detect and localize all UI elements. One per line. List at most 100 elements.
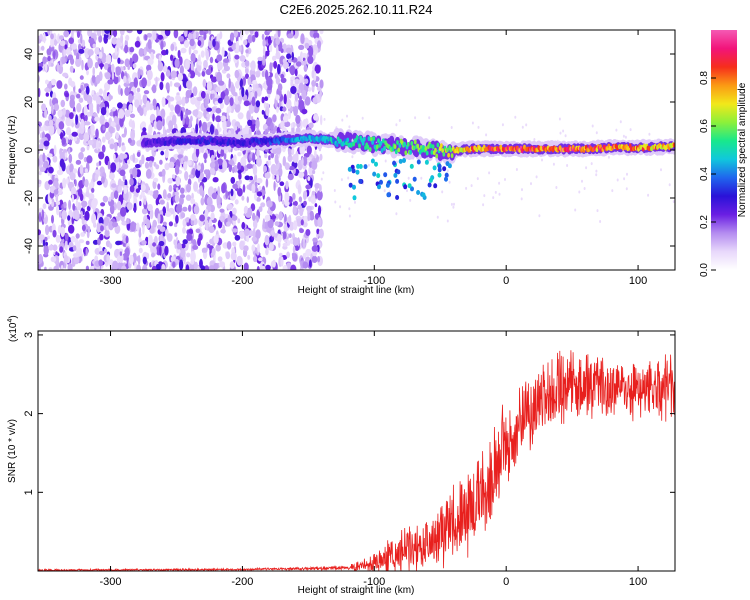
spectrogram-cell (104, 121, 110, 129)
spectrogram-cell (294, 78, 300, 85)
spectrogram-cell (94, 173, 99, 181)
spectrogram-cell (311, 255, 318, 263)
spectrogram-cell (305, 229, 311, 236)
spectrogram-cell (153, 104, 157, 111)
spectrogram-cell (341, 118, 344, 122)
spectrogram-cell (307, 213, 311, 222)
spectrogram-cell (267, 93, 271, 98)
spectrogram-cell (256, 266, 260, 270)
spectrogram-cell (351, 155, 354, 159)
spectrogram-cell (175, 176, 181, 187)
spectrogram-cell (68, 139, 72, 146)
spectrogram-cell (128, 103, 133, 113)
spectrogram-cell (151, 265, 157, 270)
spectrogram-cell (476, 177, 479, 181)
spectrogram-cell (273, 60, 278, 69)
spectrogram-cell (152, 32, 157, 41)
spectrogram-cell (311, 190, 316, 196)
spectrogram-cell (69, 112, 74, 120)
spectrogram-cell (185, 116, 190, 125)
spectrogram-cell (114, 142, 118, 152)
spectrogram-cell (298, 44, 305, 51)
spectrogram-cell (394, 149, 398, 155)
spectrogram-cell (85, 240, 90, 245)
spectrogram-cell (183, 155, 188, 162)
spectrogram-cell (245, 73, 249, 79)
spectrogram-cell (383, 146, 386, 151)
spectrogram-cell (247, 76, 251, 86)
spectrogram-cell (282, 231, 287, 240)
spectrogram-cell (265, 106, 270, 117)
spectrogram-cell (291, 147, 295, 156)
spectrogram-cell (285, 180, 289, 190)
spectrogram-cell (162, 189, 167, 200)
spectrogram-cell (65, 116, 72, 127)
spectrogram-cell (219, 102, 224, 109)
chart-title: C2E6.2025.262.10.11.R24 (280, 2, 433, 17)
spectrogram-cell (212, 177, 219, 183)
spectrogram-cell (42, 152, 46, 163)
spectrogram-cell (247, 207, 253, 217)
spectrogram-cell (158, 54, 162, 62)
spectrogram-cell (128, 254, 134, 265)
spectrogram-cell (264, 171, 271, 179)
spectrogram-cell (449, 147, 453, 153)
spectrogram-cell (266, 200, 273, 208)
spectrogram-cell (119, 169, 126, 177)
spectrogram-cell (144, 161, 150, 169)
spectrogram-cell (107, 79, 114, 85)
spectrogram-cell (444, 176, 448, 182)
spectrogram-cell (398, 119, 401, 122)
spectrogram-cell (647, 193, 650, 197)
spectrogram-cell (71, 194, 75, 203)
spectrogram-cell (243, 205, 249, 215)
spectrogram-cell (159, 159, 163, 165)
spectrogram-cell (75, 159, 82, 165)
spectrogram-cell (203, 31, 207, 41)
spectrogram-cell (203, 169, 209, 175)
spectrogram-cell (270, 230, 275, 237)
spectrogram-cell (384, 159, 387, 163)
spectrogram-cell (139, 200, 142, 207)
spectrogram-cell (453, 202, 455, 206)
spectrogram-cell (312, 237, 318, 243)
spectrogram-cell (448, 180, 451, 184)
spectrogram-cell (282, 156, 286, 167)
spectrogram-cell (125, 34, 130, 42)
spectrogram-cell (62, 107, 66, 116)
spectrogram-cell (160, 72, 165, 82)
spectrogram-cell (230, 176, 236, 184)
spectrogram-cell (334, 200, 337, 204)
spectrogram-cell (231, 228, 238, 233)
spectrogram-cell (295, 218, 303, 227)
spectrogram-cell (88, 193, 95, 200)
spectrogram-cell (215, 115, 222, 123)
spectrogram-cell (242, 77, 246, 86)
spectrogram-cell (407, 183, 412, 189)
spectrogram-cell (262, 218, 266, 229)
spectrogram-cell (171, 114, 177, 126)
spectrogram-y-label: Frequency (Hz) (7, 116, 18, 185)
spectrogram-cell (48, 166, 54, 174)
spectrogram-cell (555, 186, 558, 189)
spectrogram-cell (86, 155, 93, 164)
spectrogram-cell (38, 154, 44, 163)
spectrogram-cell (274, 221, 280, 227)
spectrogram-cell (157, 183, 161, 190)
spectrogram-cell (265, 264, 271, 270)
spectrogram-cell (204, 265, 210, 270)
spectrogram-cell (264, 214, 271, 222)
spectrogram-cell (92, 94, 98, 101)
spectrogram-cell (492, 196, 495, 200)
spectrogram-cell (424, 159, 429, 165)
spectrogram-cell (182, 117, 185, 126)
spectrogram-cell (446, 219, 449, 223)
snr-scale-label: (x104) (7, 315, 19, 342)
spectrogram-cell (162, 125, 166, 137)
spectrogram-cell (235, 40, 240, 52)
spectrogram-cell (287, 154, 293, 162)
spectrogram-cell (434, 147, 437, 153)
spectrogram-cell (80, 84, 84, 91)
spectrogram-cell (184, 171, 189, 181)
